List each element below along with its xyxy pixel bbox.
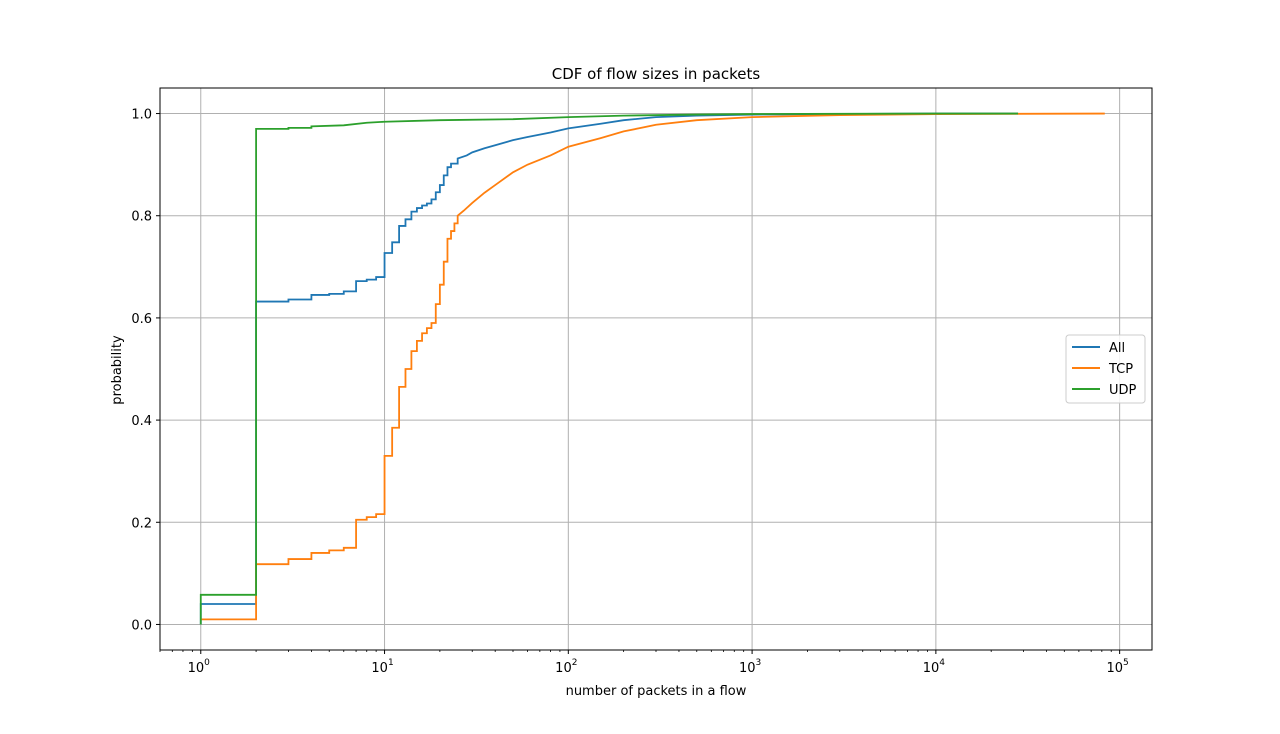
y-tick-label: 0.8 bbox=[131, 210, 152, 225]
x-axis-label: number of packets in a flow bbox=[566, 684, 747, 699]
legend-label-tcp: TCP bbox=[1108, 362, 1133, 377]
legend: All TCP UDP bbox=[1065, 334, 1146, 404]
y-tick-label: 0.2 bbox=[131, 516, 152, 531]
x-tick-label: 103 bbox=[739, 658, 761, 676]
x-tick-label: 104 bbox=[923, 658, 946, 676]
series-line-tcp bbox=[200, 112, 1105, 621]
y-tick-label: 0.6 bbox=[131, 312, 152, 327]
x-tick-label: 102 bbox=[555, 658, 577, 676]
y-axis-label: probability bbox=[110, 335, 125, 405]
grid bbox=[160, 88, 1152, 650]
plot-frame bbox=[159, 87, 1153, 651]
legend-label-all: All bbox=[1109, 341, 1125, 356]
series-lines bbox=[199, 112, 1105, 625]
series-line-udp bbox=[199, 112, 1019, 625]
chart-title: CDF of flow sizes in packets bbox=[552, 65, 761, 83]
x-tick-label: 100 bbox=[188, 658, 211, 676]
y-tick-label: 1.0 bbox=[131, 108, 152, 123]
y-axis-ticks: 0.0 0.2 0.4 0.6 0.8 1.0 bbox=[131, 108, 160, 633]
legend-box bbox=[1065, 334, 1146, 404]
x-tick-label: 105 bbox=[1106, 658, 1128, 676]
legend-label-udp: UDP bbox=[1109, 383, 1137, 398]
series-line-all bbox=[199, 112, 1019, 625]
x-tick-label: 101 bbox=[371, 658, 393, 676]
y-tick-label: 0.0 bbox=[131, 618, 152, 633]
y-tick-label: 0.4 bbox=[131, 414, 152, 429]
x-axis-ticks: 100 101 102 103 104 105 bbox=[159, 650, 1129, 676]
